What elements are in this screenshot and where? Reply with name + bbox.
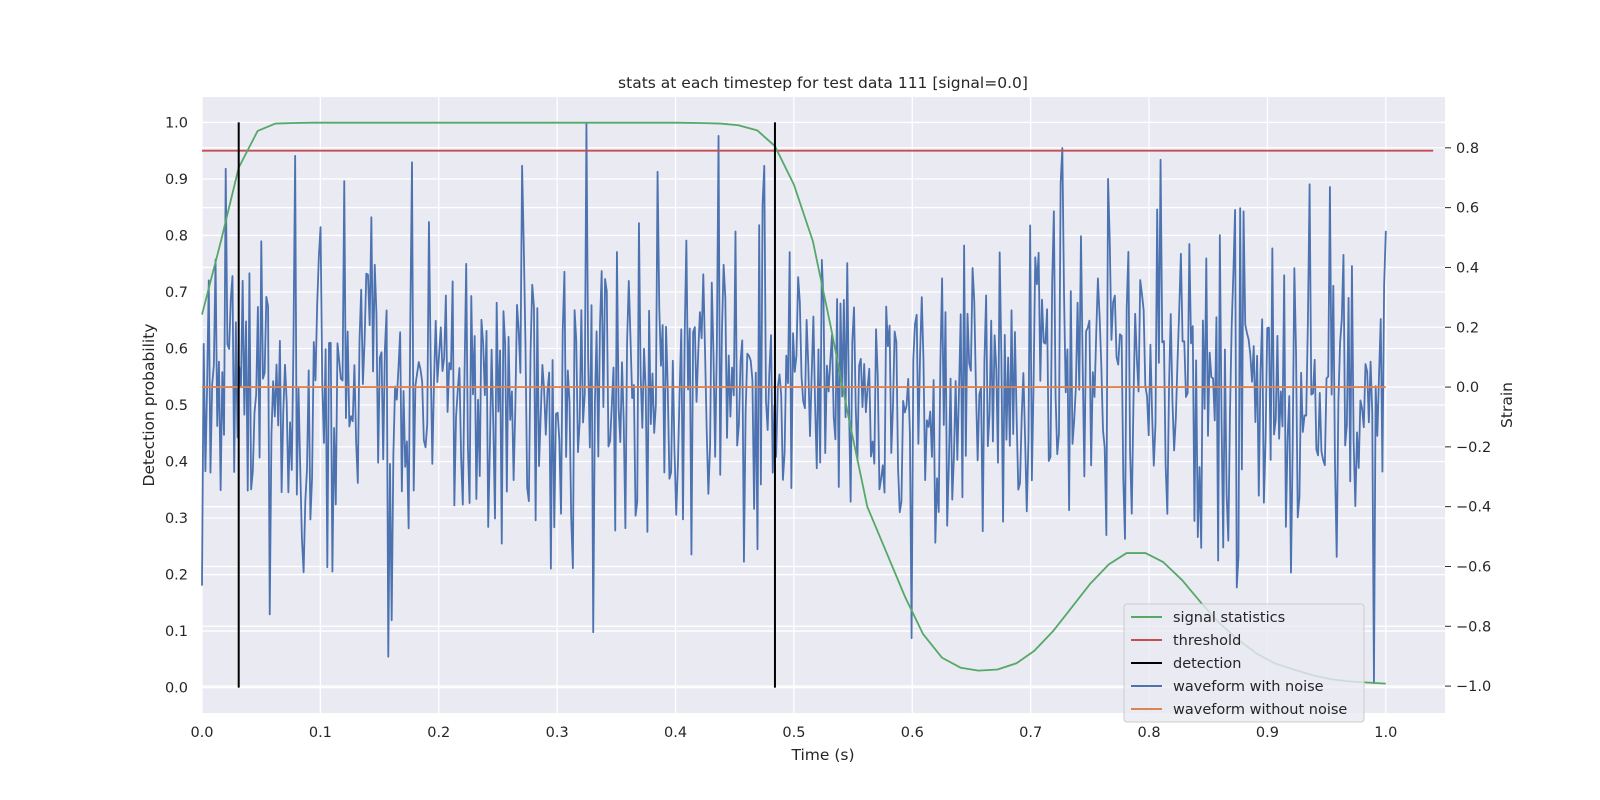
y-tick-label: 0.8 (165, 228, 188, 244)
y-tick-label: 1.0 (165, 115, 188, 131)
x-tick-label: 0.0 (190, 725, 213, 741)
y2-tick-label: 0.4 (1456, 260, 1479, 276)
chart-title: stats at each timestep for test data 111… (618, 74, 1028, 92)
y-tick-label: 0.9 (165, 172, 188, 188)
legend-label-detection: detection (1173, 656, 1241, 672)
y2-tick-label: 0.0 (1456, 380, 1479, 396)
y-tick-label: 0.4 (165, 455, 188, 471)
y2-tick-label: −0.4 (1456, 500, 1491, 516)
y2-tick-label: −1.0 (1456, 679, 1491, 695)
y-tick-label: 0.3 (165, 511, 188, 527)
legend: signal statistics threshold detection wa… (1123, 603, 1365, 723)
y-tick-label: 0.1 (165, 624, 188, 640)
y-tick-label: 0.0 (165, 681, 188, 697)
y2-tick-label: −0.8 (1456, 619, 1491, 635)
x-tick-label: 0.2 (427, 725, 450, 741)
y2-tick-label: −0.2 (1456, 440, 1491, 456)
x-tick-label: 0.3 (546, 725, 569, 741)
series-layer (201, 121, 1434, 688)
x-tick-label: 0.6 (901, 725, 924, 741)
y2-tick-label: 0.2 (1456, 320, 1479, 336)
x-tick-label: 0.4 (664, 725, 687, 741)
x-tick-label: 0.1 (309, 725, 332, 741)
x-tick-label: 0.5 (782, 725, 805, 741)
x-tick-label: 0.9 (1256, 725, 1279, 741)
y-tick-label: 0.6 (165, 341, 188, 357)
legend-box (1123, 603, 1365, 723)
y2-tick-label: −0.6 (1456, 559, 1491, 575)
y-axis-title: Detection probability (140, 324, 158, 487)
legend-label-threshold: threshold (1173, 633, 1241, 649)
legend-label-signal-statistics: signal statistics (1173, 610, 1285, 626)
y-tick-label: 0.2 (165, 568, 188, 584)
x-tick-label: 0.7 (1019, 725, 1042, 741)
legend-label-waveform-with-noise: waveform with noise (1173, 679, 1324, 695)
x-axis-title: Time (s) (790, 746, 854, 764)
y-tick-label: 0.7 (165, 285, 188, 301)
x-tick-label: 0.8 (1138, 725, 1161, 741)
y2-tick-label: 0.8 (1456, 141, 1479, 157)
legend-label-waveform-without-noise: waveform without noise (1173, 702, 1347, 718)
x-tick-label: 1.0 (1374, 725, 1397, 741)
y2-tick-label: 0.6 (1456, 201, 1479, 217)
series-waveform-with-noise (201, 123, 1387, 684)
y-tick-label: 0.5 (165, 398, 188, 414)
y2-axis-title: Strain (1498, 382, 1516, 428)
ticks: 0.0 0.1 0.2 0.3 0.4 0.5 0.6 0.7 0.8 0.9 1.0 0.0 0.1 0… (165, 115, 1491, 741)
